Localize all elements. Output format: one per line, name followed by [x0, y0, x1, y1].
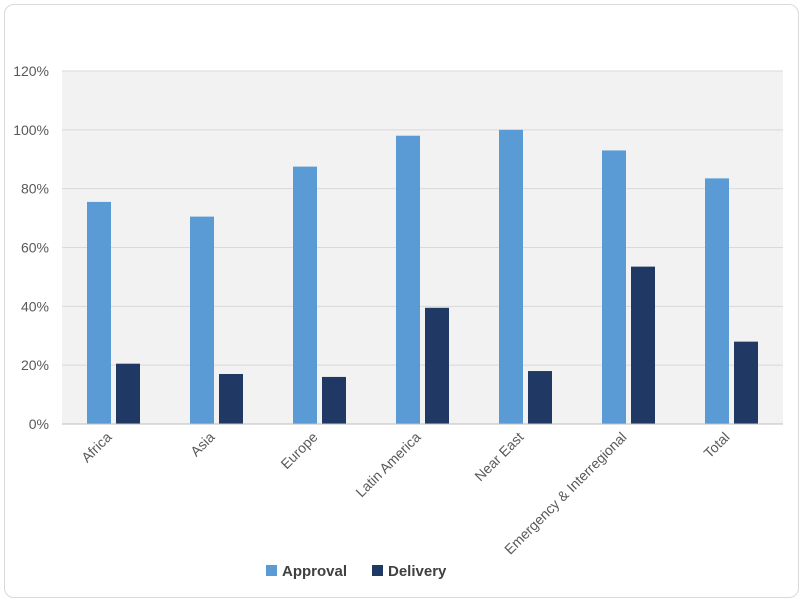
- y-tick-label: 40%: [21, 298, 49, 314]
- bar-approval-latin-america: [396, 135, 420, 424]
- bar-delivery-africa: [116, 363, 140, 424]
- y-axis-tick-labels: 0% 20% 40% 60% 80% 100% 120%: [13, 63, 49, 432]
- bar-delivery-latin-america: [425, 307, 449, 424]
- x-category-label: Latin America: [352, 429, 423, 500]
- x-axis-category-labels: Africa Asia Europe Latin America Near EastEm…: [78, 429, 733, 558]
- bar-delivery-near-east: [528, 371, 552, 424]
- bar-delivery-asia: [219, 373, 243, 424]
- y-tick-label: 20%: [21, 357, 49, 373]
- legend-swatch-approval: [266, 565, 277, 576]
- bar-delivery-emergency-interregional: [631, 266, 655, 424]
- bar-approval-africa: [87, 201, 111, 424]
- bar-approval-emergency-interregional: [602, 150, 626, 425]
- bar-delivery-total: [734, 341, 758, 424]
- y-tick-label: 100%: [13, 122, 49, 138]
- legend-swatch-delivery: [372, 565, 383, 576]
- legend-label-delivery: Delivery: [388, 563, 447, 580]
- x-category-label: Emergency & Interregional: [501, 429, 630, 558]
- bars: [87, 129, 758, 425]
- x-category-label: Near East: [471, 429, 526, 484]
- y-tick-label: 80%: [21, 181, 49, 197]
- legend-label-approval: Approval: [282, 563, 347, 580]
- bar-approval-asia: [190, 216, 214, 424]
- bar-delivery-europe: [322, 376, 346, 424]
- gridlines: [62, 70, 783, 366]
- bar-approval-europe: [293, 166, 317, 424]
- legend: Approval Delivery: [266, 563, 447, 580]
- y-tick-label: 60%: [21, 240, 49, 256]
- bar-approval-near-east: [499, 129, 523, 425]
- bar-approval-total: [705, 178, 729, 424]
- x-category-label: Europe: [277, 429, 320, 472]
- x-category-label: Total: [700, 429, 732, 461]
- y-tick-label: 0%: [29, 416, 49, 432]
- y-tick-label: 120%: [13, 63, 49, 79]
- x-category-label: Africa: [78, 429, 115, 466]
- x-category-label: Asia: [187, 429, 218, 460]
